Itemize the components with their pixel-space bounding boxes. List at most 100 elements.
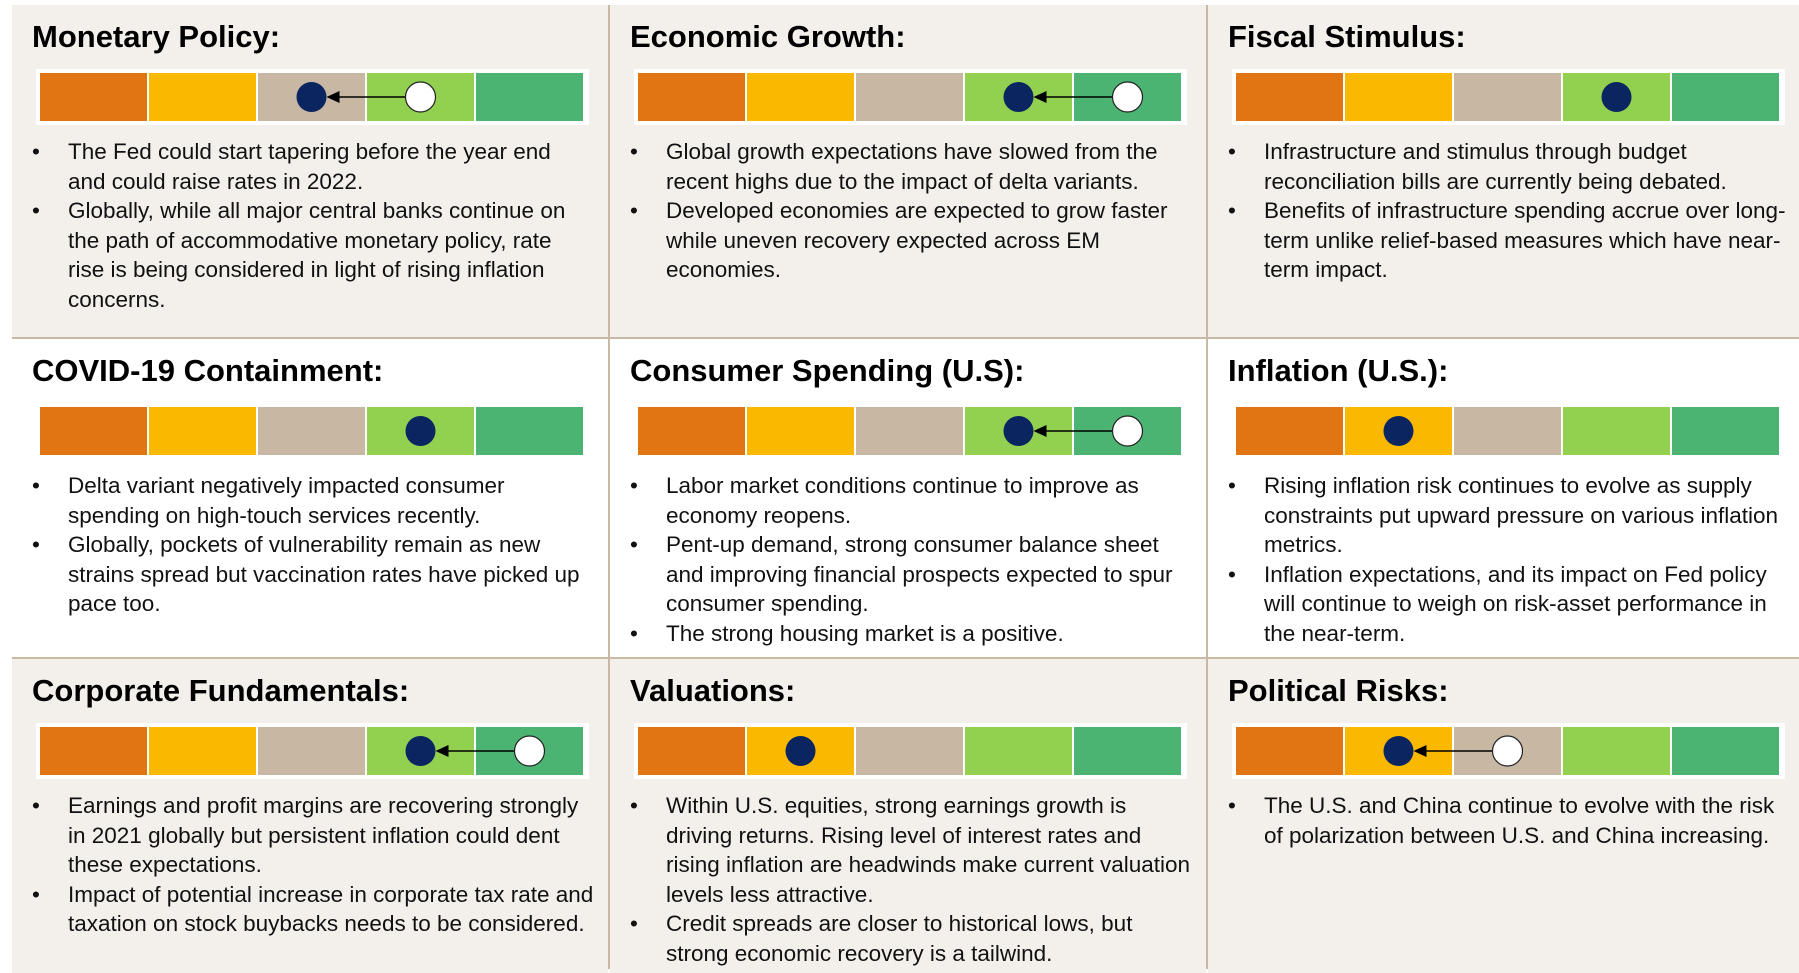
bullet-list: Infrastructure and stimulus through budg… — [1228, 137, 1795, 285]
current-marker — [1383, 416, 1414, 446]
current-marker — [405, 736, 436, 766]
dashboard: Monetary Policy: The Fed could start tape… — [12, 5, 1799, 973]
bullet-list: The Fed could start tapering before the … — [32, 137, 600, 314]
arrow-head — [1033, 425, 1047, 437]
scale-segment — [856, 727, 963, 775]
scale-segment — [1672, 727, 1779, 775]
rating-scale — [36, 723, 589, 779]
scale-segment — [1672, 73, 1779, 121]
panel-title: Political Risks: — [1228, 673, 1449, 708]
panel: Valuations: Within U.S. equities, strong … — [610, 659, 1206, 973]
scale-segment — [1236, 73, 1343, 121]
bullet-item: Impact of potential increase in corporat… — [32, 880, 600, 939]
rating-scale — [36, 69, 589, 125]
current-marker — [296, 82, 327, 112]
bullet-list: Rising inflation risk continues to evolv… — [1228, 471, 1795, 648]
bullet-list: Labor market conditions continue to impr… — [630, 471, 1198, 648]
scale-segment — [40, 73, 147, 121]
bullet-item: The U.S. and China continue to evolve wi… — [1228, 791, 1795, 850]
scale-segment — [1563, 407, 1670, 455]
prior-marker — [1111, 415, 1144, 447]
bullet-item: Pent-up demand, strong consumer balance … — [630, 530, 1198, 619]
bullet-item: Within U.S. equities, strong earnings gr… — [630, 791, 1198, 909]
scale-segment — [149, 73, 256, 121]
bullet-list: The U.S. and China continue to evolve wi… — [1228, 791, 1795, 850]
scale-segment — [40, 727, 147, 775]
panel: Consumer Spending (U.S): Labor market con… — [610, 339, 1206, 657]
rating-scale — [634, 403, 1187, 459]
rating-scale — [1232, 69, 1785, 125]
scale-segment — [149, 407, 256, 455]
bullet-item: Delta variant negatively impacted consum… — [32, 471, 600, 530]
panel-title: Inflation (U.S.): — [1228, 353, 1449, 388]
panel-title: COVID-19 Containment: — [32, 353, 384, 388]
bullet-list: Within U.S. equities, strong earnings gr… — [630, 791, 1198, 968]
bullet-list: Earnings and profit margins are recoveri… — [32, 791, 600, 939]
panel: Monetary Policy: The Fed could start tape… — [12, 5, 608, 337]
bullet-item: Infrastructure and stimulus through budg… — [1228, 137, 1795, 196]
prior-marker — [1491, 735, 1524, 767]
rating-scale — [36, 403, 589, 459]
prior-marker — [404, 81, 437, 113]
bullet-item: Global growth expectations have slowed f… — [630, 137, 1198, 196]
panel: Political Risks: The U.S. and China conti… — [1208, 659, 1799, 973]
bullet-item: Benefits of infrastructure spending accr… — [1228, 196, 1795, 285]
current-marker — [1003, 82, 1034, 112]
panel: Inflation (U.S.): Rising inflation risk c… — [1208, 339, 1799, 657]
scale-segment — [856, 73, 963, 121]
bullet-item: Developed economies are expected to grow… — [630, 196, 1198, 285]
bullet-item: Inflation expectations, and its impact o… — [1228, 560, 1795, 649]
rating-scale — [634, 69, 1187, 125]
scale-segment — [638, 727, 745, 775]
prior-marker — [513, 735, 546, 767]
bullet-item: Credit spreads are closer to historical … — [630, 909, 1198, 968]
current-marker — [1601, 82, 1632, 112]
panel-title: Consumer Spending (U.S): — [630, 353, 1025, 388]
bullet-list: Global growth expectations have slowed f… — [630, 137, 1198, 285]
scale-segment — [638, 73, 745, 121]
scale-segment — [258, 407, 365, 455]
scale-segment — [258, 727, 365, 775]
rating-scale — [1232, 403, 1785, 459]
scale-segment — [1672, 407, 1779, 455]
scale-segment — [476, 73, 583, 121]
panel: Economic Growth: Global growth expectatio… — [610, 5, 1206, 337]
bullet-item: Globally, while all major central banks … — [32, 196, 600, 314]
scale-segment — [638, 407, 745, 455]
arrow-head — [1033, 91, 1047, 103]
scale-segment — [1563, 727, 1670, 775]
panel-title: Corporate Fundamentals: — [32, 673, 410, 708]
scale-segment — [1236, 407, 1343, 455]
panel: Corporate Fundamentals: Earnings and prof… — [12, 659, 608, 973]
scale-segment — [1454, 407, 1561, 455]
scale-segment — [965, 727, 1072, 775]
scale-segment — [1454, 73, 1561, 121]
panel-title: Valuations: — [630, 673, 796, 708]
current-marker — [785, 736, 816, 766]
bullet-item: Earnings and profit margins are recoveri… — [32, 791, 600, 880]
scale-segment — [476, 407, 583, 455]
scale-segment — [1236, 727, 1343, 775]
scale-segment — [40, 407, 147, 455]
current-marker — [405, 416, 436, 446]
prior-marker — [1111, 81, 1144, 113]
panel-title: Economic Growth: — [630, 19, 906, 54]
bullet-item: Rising inflation risk continues to evolv… — [1228, 471, 1795, 560]
current-marker — [1383, 736, 1414, 766]
scale-segment — [149, 727, 256, 775]
scale-segment — [1345, 73, 1452, 121]
scale-segment — [747, 73, 854, 121]
panel: COVID-19 Containment: Delta variant negat… — [12, 339, 608, 657]
bullet-item: The Fed could start tapering before the … — [32, 137, 600, 196]
bullet-list: Delta variant negatively impacted consum… — [32, 471, 600, 619]
bullet-item: Globally, pockets of vulnerability remai… — [32, 530, 600, 619]
rating-scale — [1232, 723, 1785, 779]
panel-title: Fiscal Stimulus: — [1228, 19, 1466, 54]
arrow-head — [326, 91, 340, 103]
rating-scale — [634, 723, 1187, 779]
panel-title: Monetary Policy: — [32, 19, 281, 54]
current-marker — [1003, 416, 1034, 446]
bullet-item: Labor market conditions continue to impr… — [630, 471, 1198, 530]
scale-segment — [856, 407, 963, 455]
arrow-head — [435, 745, 449, 757]
